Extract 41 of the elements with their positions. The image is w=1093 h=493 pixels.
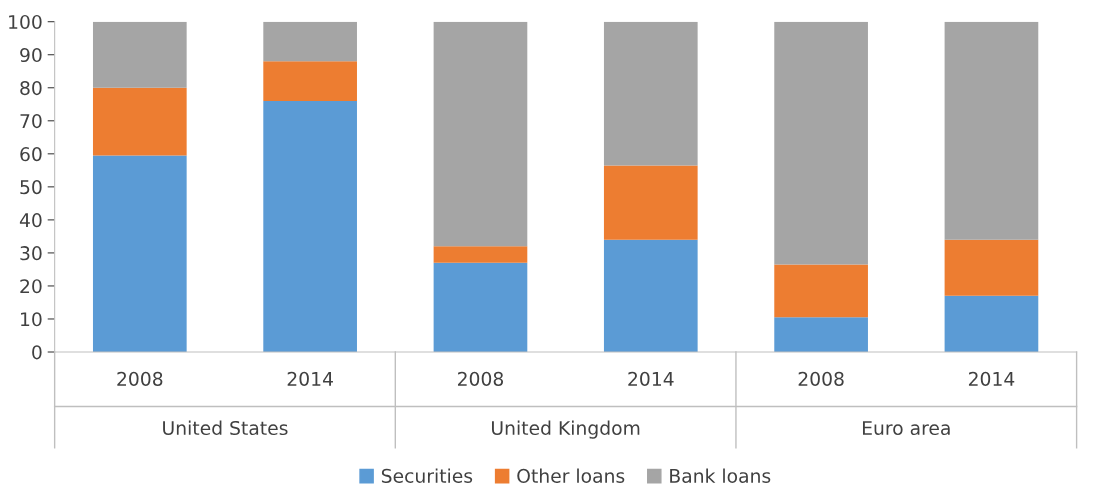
- bar: [433, 21, 528, 247]
- y-tick-label: 100: [9, 14, 42, 30]
- legend-label: Bank loans: [670, 468, 771, 483]
- bar: [603, 165, 698, 240]
- y-tick-label: 60: [20, 147, 42, 162]
- x-tick-label: 2008: [117, 371, 163, 386]
- legend-label: Other loans: [517, 468, 625, 483]
- bar: [92, 155, 187, 352]
- bar: [944, 21, 1039, 240]
- x-tick-label: 2008: [457, 371, 504, 386]
- y-tick-label: 30: [20, 246, 42, 261]
- x-tick-label: 2008: [798, 371, 844, 386]
- y-tick-label: 70: [20, 113, 42, 129]
- y-tick-label: 0: [32, 345, 42, 360]
- bar: [433, 246, 528, 263]
- text: United Kingdom: [492, 420, 640, 439]
- x-tick-label: 2014: [968, 371, 1015, 386]
- bar: [603, 21, 698, 166]
- bar: [263, 61, 357, 101]
- text: United States: [163, 420, 288, 436]
- bar: [603, 239, 698, 352]
- bar: [92, 21, 187, 88]
- bar: [774, 264, 868, 318]
- bar: [774, 21, 868, 265]
- bar: [433, 262, 528, 352]
- bar: [944, 295, 1039, 352]
- y-tick-label: 90: [20, 47, 42, 63]
- y-tick-label: 20: [20, 279, 42, 294]
- y-tick-label: 10: [21, 312, 42, 327]
- bar: [263, 21, 357, 62]
- x-tick-label: 2014: [628, 371, 674, 386]
- y-tick-label: 50: [20, 180, 42, 195]
- text: Euro area: [862, 421, 950, 436]
- bar: [92, 87, 187, 156]
- x-tick-label: 2014: [287, 371, 333, 386]
- y-tick-label: 80: [20, 80, 42, 96]
- y-tick-label: 40: [19, 213, 42, 228]
- bar: [774, 317, 868, 352]
- bar: [263, 100, 357, 352]
- legend-label: Securities: [381, 468, 473, 483]
- bar: [944, 239, 1039, 296]
